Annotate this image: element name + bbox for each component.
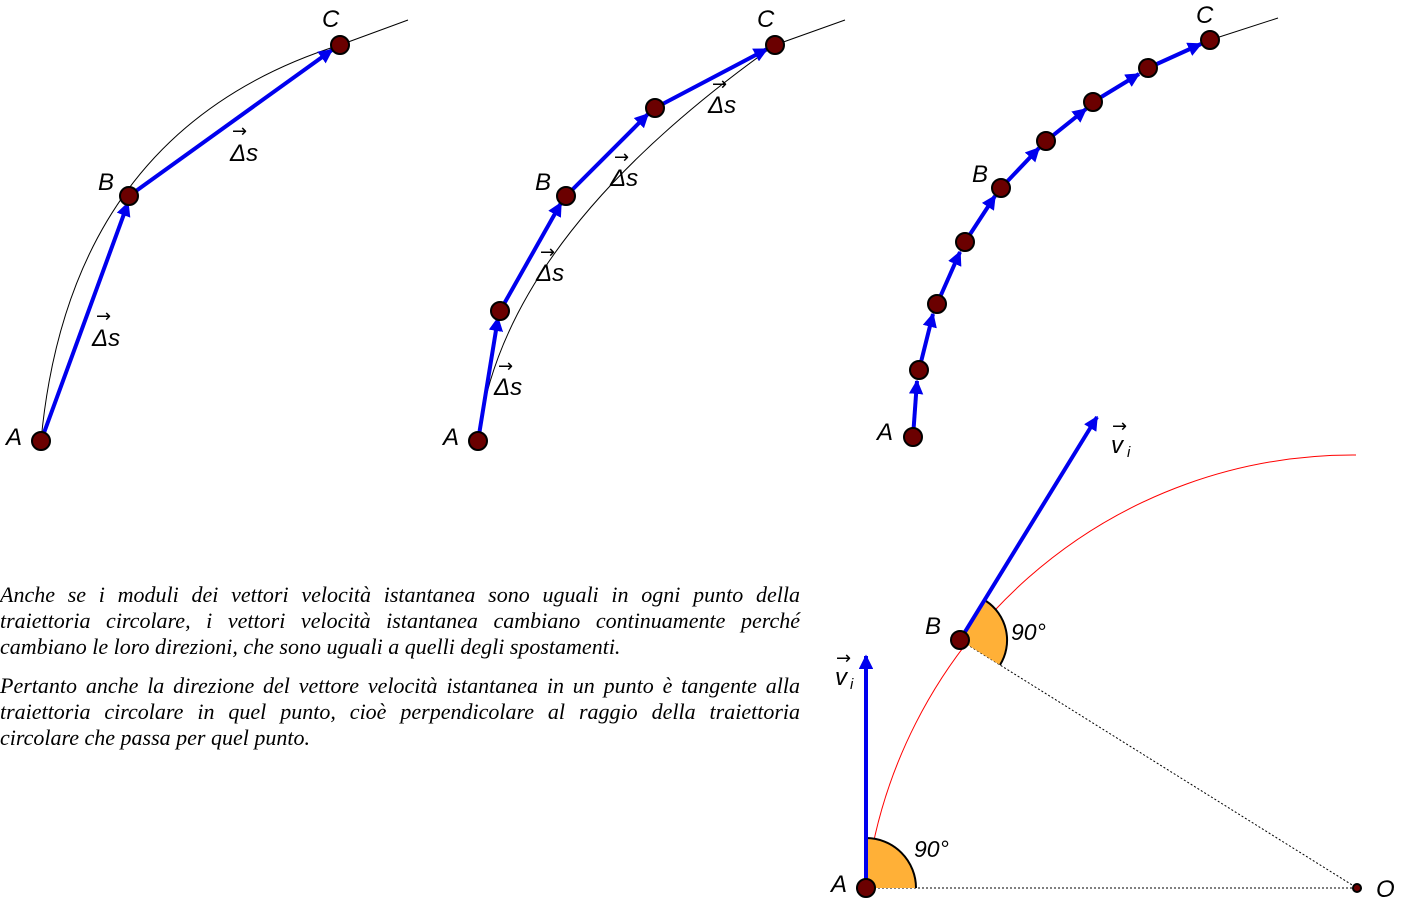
label-a: A — [441, 424, 459, 451]
point-a — [903, 427, 923, 447]
velocity-label: v — [835, 664, 849, 691]
path-point — [927, 294, 947, 314]
path-point — [645, 98, 665, 118]
label-b: B — [972, 161, 988, 188]
angle-label: 90° — [1011, 619, 1046, 645]
vector-arrow: → — [836, 648, 851, 669]
velocity-subscript: i — [850, 676, 854, 693]
label-a: A — [4, 424, 22, 451]
path-point — [1036, 131, 1056, 151]
point-b — [119, 186, 139, 206]
point-b — [991, 178, 1011, 198]
vector-arrow: → — [614, 147, 629, 168]
paragraph: Anche se i moduli dei vettori velocità i… — [0, 582, 800, 659]
delta-s-label: Δs — [91, 325, 120, 352]
path-point — [1138, 58, 1158, 78]
radius-line — [959, 639, 1358, 889]
right-angle-arc — [865, 837, 917, 889]
vector-arrow: → — [96, 306, 111, 327]
vector-arrow: → — [232, 121, 247, 142]
label-c: C — [322, 6, 340, 33]
point-c — [765, 35, 785, 55]
path-point — [1083, 92, 1103, 112]
displacement-vector — [654, 47, 769, 110]
trajectory-arc — [477, 19, 846, 442]
delta-s-label: Δs — [535, 260, 564, 287]
center-o — [1352, 883, 1362, 893]
label-a: A — [829, 871, 847, 898]
label-b: B — [925, 613, 941, 640]
panel-many-steps: A B C — [875, 2, 1279, 447]
point-a — [468, 431, 488, 451]
angle-label: 90° — [914, 836, 949, 862]
point-b — [556, 186, 576, 206]
velocity-label: v — [1111, 432, 1125, 459]
label-c: C — [757, 6, 775, 33]
point-c — [1200, 30, 1220, 50]
velocity-subscript: i — [1127, 444, 1131, 461]
label-c: C — [1196, 2, 1214, 29]
trajectory-arc — [1209, 17, 1279, 41]
path-point — [490, 301, 510, 321]
point-c — [330, 35, 350, 55]
right-angle-arc — [985, 600, 1009, 666]
label-b: B — [98, 169, 114, 196]
displacement-vector — [39, 201, 131, 442]
panel-two-steps: A B C → Δs → Δs — [4, 6, 409, 451]
displacement-vector — [498, 201, 563, 312]
point-a — [31, 431, 51, 451]
path-point — [909, 360, 929, 380]
displacement-vector — [476, 316, 504, 442]
delta-s-label: Δs — [229, 140, 258, 167]
delta-s-label: Δs — [707, 92, 736, 119]
paragraph: Pertanto anche la direzione del vettore … — [0, 673, 800, 750]
trajectory-arc — [40, 19, 409, 442]
label-a: A — [875, 419, 893, 446]
panel-four-steps: A B C → Δs → Δs → Δs → Δs — [441, 6, 846, 451]
vector-arrow: → — [498, 356, 513, 377]
path-point — [955, 232, 975, 252]
point-b — [950, 630, 970, 650]
right-angle-marker — [866, 838, 916, 888]
label-o: O — [1376, 876, 1395, 900]
delta-s-label: Δs — [493, 374, 522, 401]
vector-arrow: → — [540, 242, 555, 263]
panel-tangent-velocity: A B O 90° 90° → v i → v i — [829, 415, 1395, 900]
explanation-text: Anche se i moduli dei vettori velocità i… — [0, 582, 800, 764]
vector-arrow: → — [1112, 416, 1127, 437]
displacement-vector — [564, 112, 650, 198]
label-b: B — [535, 169, 551, 196]
vector-arrow: → — [712, 74, 727, 95]
point-a — [856, 878, 876, 898]
delta-s-label: Δs — [609, 165, 638, 192]
velocity-vector — [958, 415, 1099, 642]
displacement-vector — [127, 48, 334, 198]
right-angle-marker — [960, 601, 1008, 665]
circular-trajectory — [865, 454, 1357, 889]
